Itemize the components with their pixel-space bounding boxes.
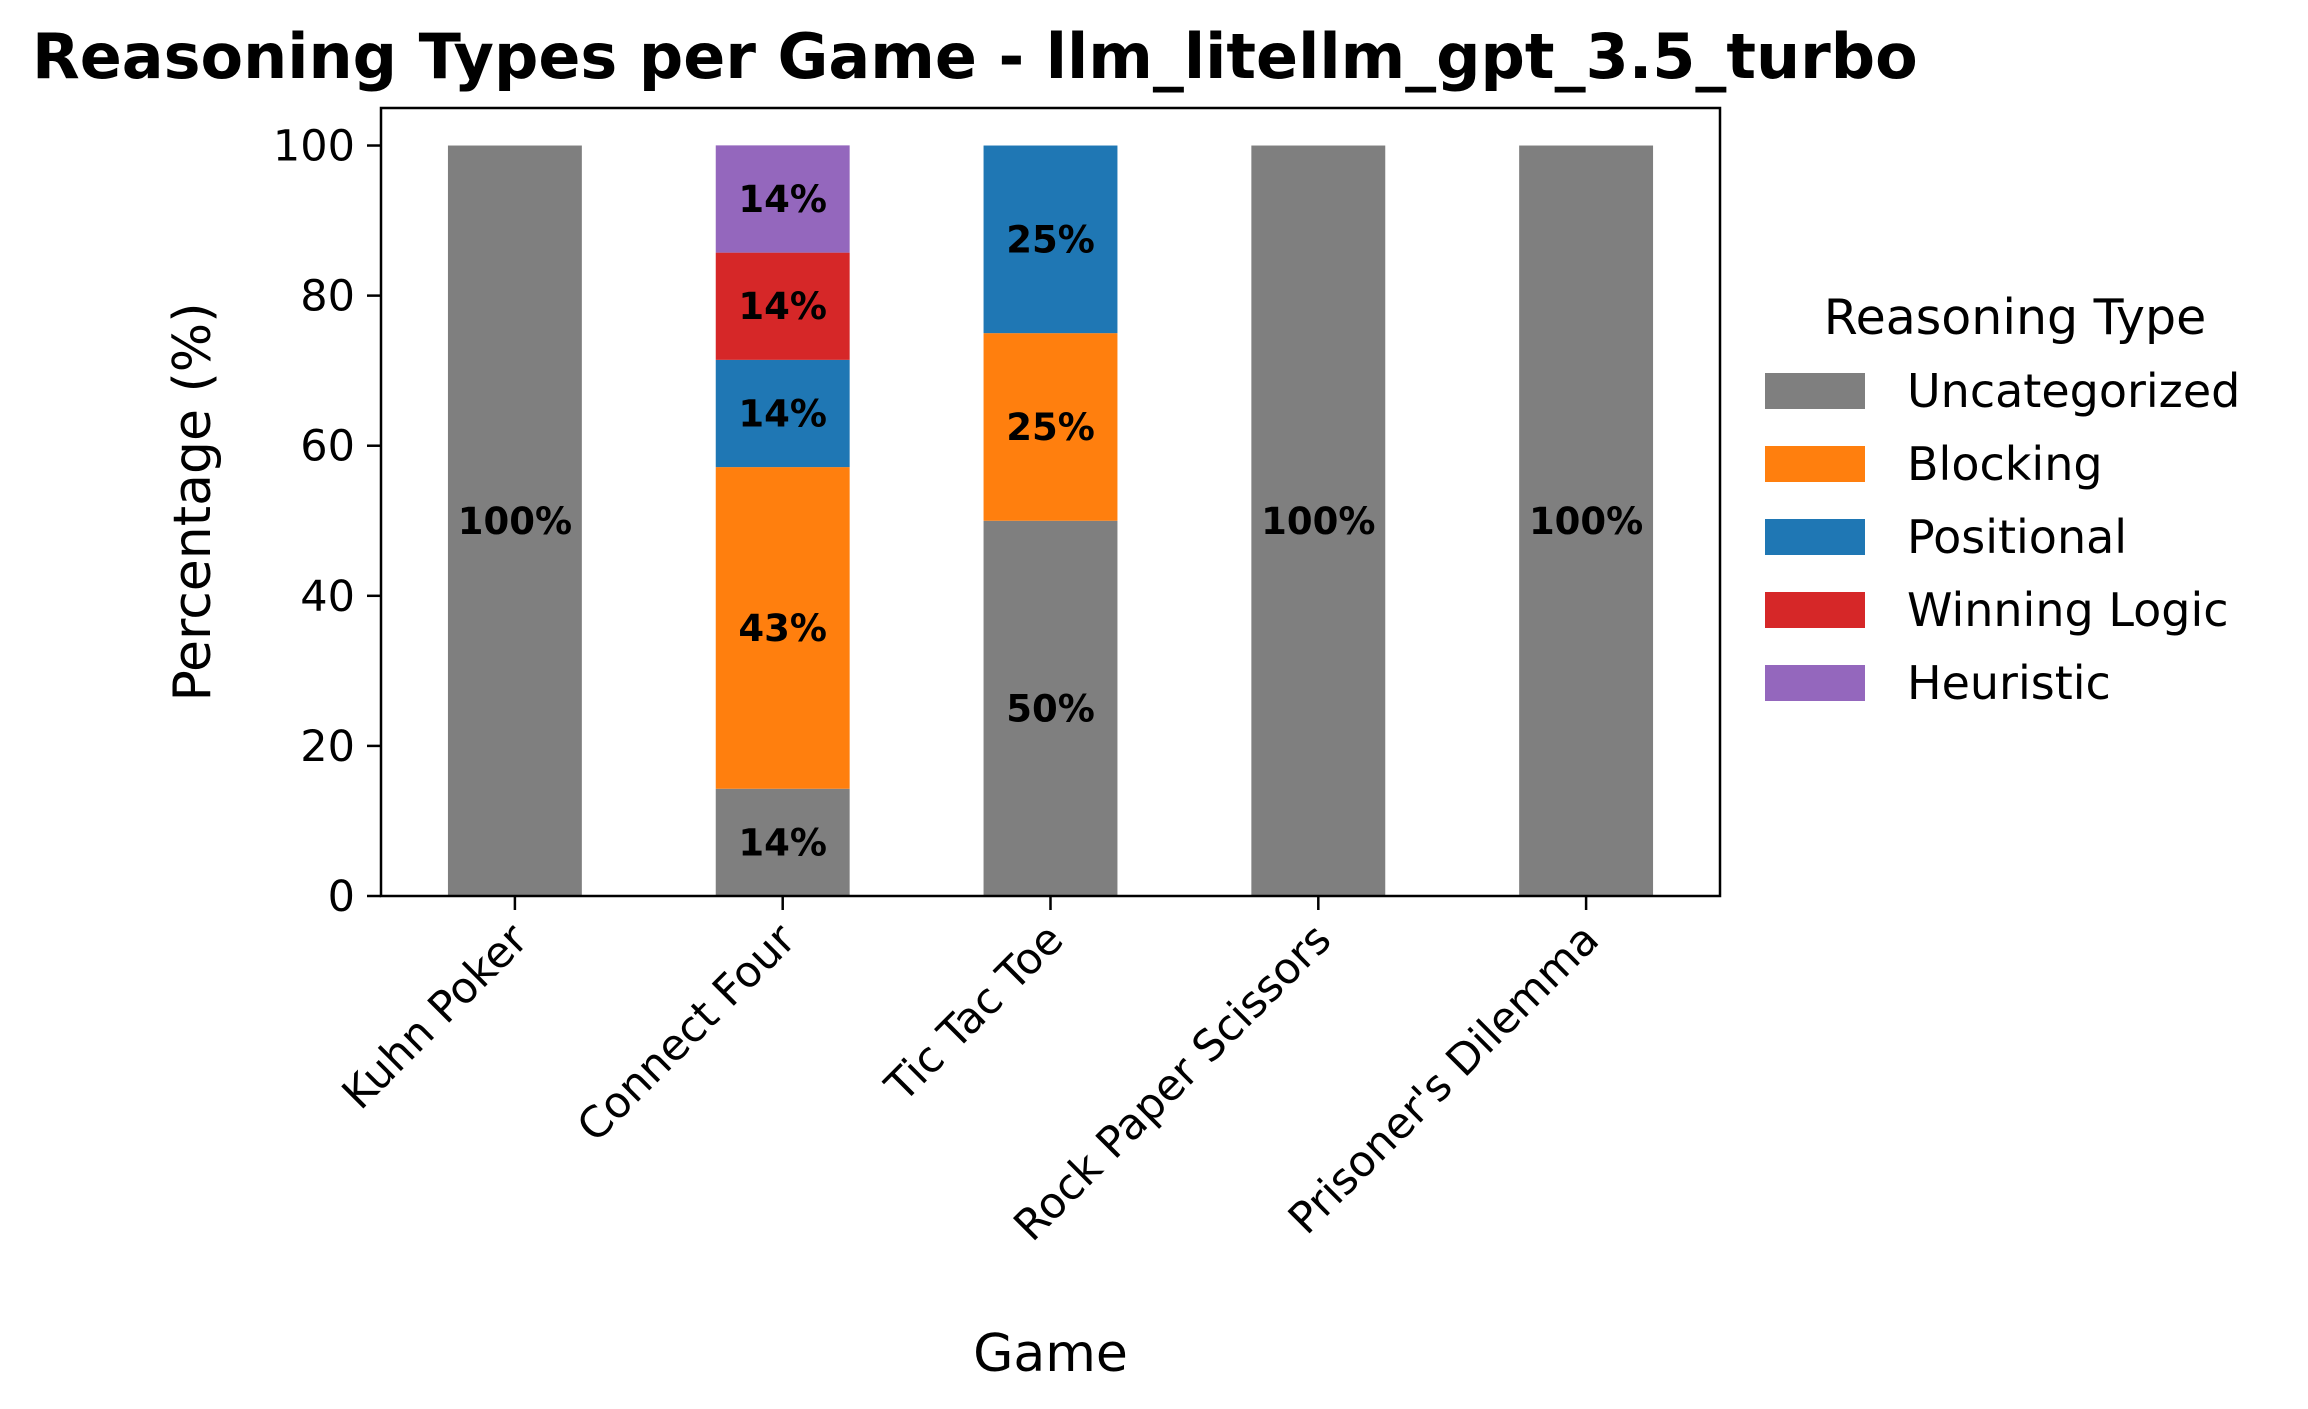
data-label-tic-tac-toe-blocking: 25% xyxy=(1006,406,1095,449)
y-tick-label-40: 40 xyxy=(300,572,355,622)
data-label-kuhn-poker-uncategorized: 100% xyxy=(458,500,572,543)
legend-swatch-heuristic xyxy=(1765,665,1865,701)
x-tick-label-prisoner-s-dilemma: Prisoner's Dilemma xyxy=(1279,914,1609,1244)
x-tick-label-connect-four: Connect Four xyxy=(568,914,806,1152)
data-label-connect-four-positional: 14% xyxy=(738,392,827,435)
data-label-connect-four-uncategorized: 14% xyxy=(738,821,827,864)
bar-rock-paper-scissors-uncategorized xyxy=(1251,145,1386,896)
bar-prisoner-s-dilemma-uncategorized xyxy=(1519,145,1654,896)
data-label-rock-paper-scissors-uncategorized: 100% xyxy=(1261,500,1375,543)
data-labels-group: 100% 14% 43% 14% 14% 14% 50% 25% 25% 100% 100% xyxy=(458,178,1644,864)
bar-connect-four-heuristic xyxy=(715,145,850,253)
y-tick-label-80: 80 xyxy=(300,272,355,322)
bar-tic-tac-toe-blocking xyxy=(983,333,1118,521)
legend-swatch-uncategorized xyxy=(1765,373,1865,409)
chart-title: Reasoning Types per Game - llm_litellm_g… xyxy=(32,20,1918,93)
legend-label-positional: Positional xyxy=(1907,510,2127,564)
data-label-connect-four-blocking: 43% xyxy=(738,607,827,650)
y-tick-label-100: 100 xyxy=(273,122,355,172)
y-axis-label: Percentage (%) xyxy=(163,302,223,701)
bar-tic-tac-toe-positional xyxy=(983,145,1118,334)
y-tick-label-20: 20 xyxy=(300,722,355,772)
legend-label-winning-logic: Winning Logic xyxy=(1907,583,2229,637)
bar-tic-tac-toe-uncategorized xyxy=(983,520,1118,896)
bar-connect-four-blocking xyxy=(715,467,850,789)
data-label-connect-four-heuristic: 14% xyxy=(738,178,827,221)
bar-connect-four-winning-logic xyxy=(715,252,850,360)
y-axis: 0 20 40 60 80 100 xyxy=(273,122,381,922)
y-tick-label-0: 0 xyxy=(328,872,355,922)
x-axis-label: Game xyxy=(973,1324,1128,1384)
x-tick-label-kuhn-poker: Kuhn Poker xyxy=(333,914,538,1119)
legend-label-blocking: Blocking xyxy=(1907,437,2103,491)
legend: Reasoning Type Uncategorized Blocking Posi… xyxy=(1765,289,2240,710)
legend-swatch-blocking xyxy=(1765,446,1865,482)
bar-kuhn-poker-uncategorized xyxy=(447,145,582,896)
data-label-tic-tac-toe-positional: 25% xyxy=(1006,218,1095,261)
bar-connect-four-positional xyxy=(715,359,850,468)
legend-label-uncategorized: Uncategorized xyxy=(1907,364,2240,418)
data-label-tic-tac-toe-uncategorized: 50% xyxy=(1006,687,1095,730)
x-tick-label-tic-tac-toe: Tic Tac Toe xyxy=(875,914,1073,1112)
y-tick-label-60: 60 xyxy=(300,422,355,472)
data-label-connect-four-winning-logic: 14% xyxy=(738,285,827,328)
data-label-prisoner-s-dilemma-uncategorized: 100% xyxy=(1529,500,1643,543)
bar-connect-four-uncategorized xyxy=(715,788,850,896)
legend-swatch-winning-logic xyxy=(1765,592,1865,628)
legend-label-heuristic: Heuristic xyxy=(1907,656,2111,710)
legend-title: Reasoning Type xyxy=(1824,289,2206,346)
legend-swatch-positional xyxy=(1765,519,1865,555)
bars-group xyxy=(447,145,1654,896)
